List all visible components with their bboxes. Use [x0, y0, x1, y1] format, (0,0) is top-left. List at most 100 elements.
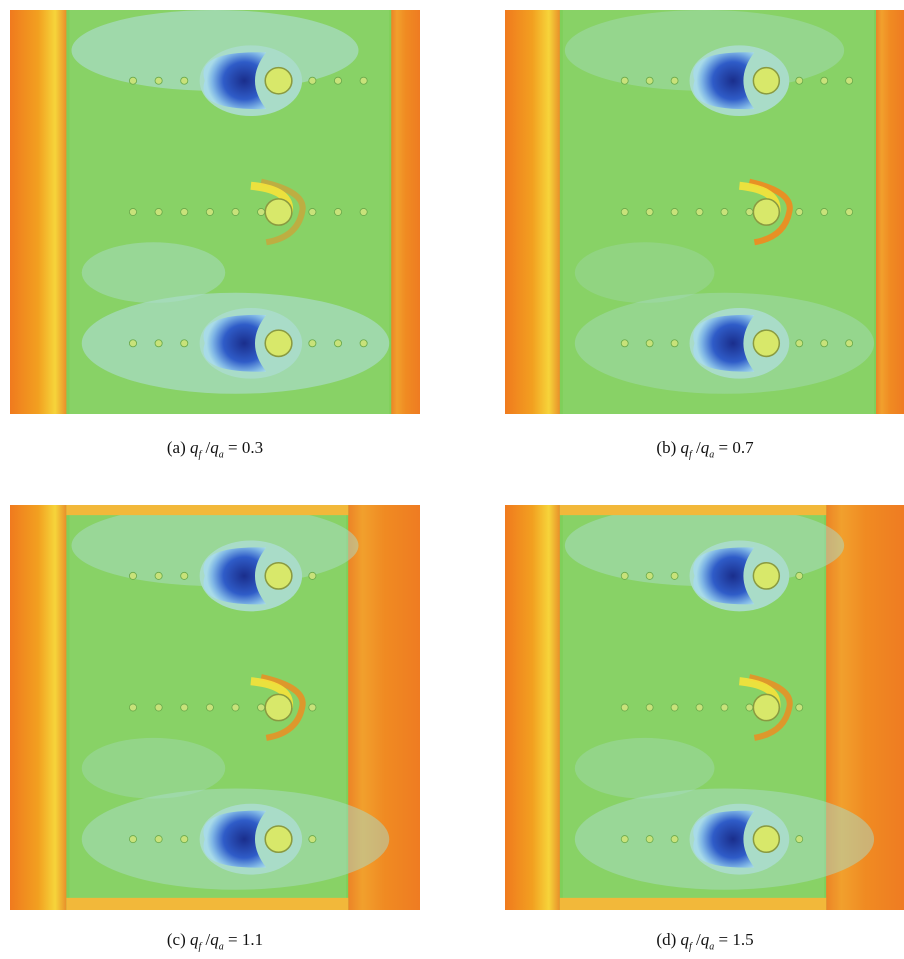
bolt-hole [796, 77, 803, 84]
bolt-hole [309, 572, 316, 579]
bolt-hole [846, 340, 853, 347]
bolt-hole [821, 77, 828, 84]
bolt-hole [181, 208, 188, 215]
caption-relation: = [228, 438, 238, 457]
bolt-hole [671, 836, 678, 843]
bolt-hole [796, 208, 803, 215]
caption-symbol: q [210, 438, 219, 457]
light-zone [82, 738, 226, 799]
bolt-hole [621, 340, 628, 347]
caption-subscript: a [219, 941, 224, 952]
stud [753, 68, 779, 94]
bolt-hole [155, 836, 162, 843]
bolt-hole [309, 704, 316, 711]
bolt-hole [155, 208, 162, 215]
bolt-hole [309, 77, 316, 84]
bolt-hole [846, 208, 853, 215]
caption: (d) qf /qa = 1.5 [495, 930, 904, 952]
bolt-hole [796, 572, 803, 579]
bolt-hole [746, 704, 753, 711]
bolt-hole [646, 572, 653, 579]
stud [753, 694, 779, 720]
bolt-hole [721, 208, 728, 215]
stud [265, 563, 292, 589]
stud [753, 563, 779, 589]
caption-symbol: q [190, 438, 199, 457]
bolt-hole [309, 208, 316, 215]
bolt-hole [232, 208, 239, 215]
bolt-hole [129, 704, 136, 711]
bolt-hole [309, 340, 316, 347]
strain-map [505, 10, 904, 414]
bolt-hole [360, 208, 367, 215]
caption-symbol: q [190, 930, 199, 949]
bolt-hole [258, 704, 265, 711]
caption-subscript: a [709, 449, 714, 460]
stud [753, 826, 779, 852]
caption-subscript: f [689, 449, 692, 460]
bolt-hole [129, 572, 136, 579]
caption-value: 1.1 [242, 930, 263, 949]
bolt-hole [232, 704, 239, 711]
bolt-hole [155, 340, 162, 347]
bolt-hole [846, 77, 853, 84]
bolt-hole [671, 704, 678, 711]
bolt-hole [334, 208, 341, 215]
bolt-hole [671, 340, 678, 347]
bolt-hole [129, 340, 136, 347]
caption-label: (b) [656, 438, 676, 457]
caption-value: 0.3 [242, 438, 263, 457]
caption-value: 0.7 [732, 438, 753, 457]
bolt-hole [646, 208, 653, 215]
caption-subscript: f [689, 941, 692, 952]
strain-map [10, 10, 420, 414]
stud [265, 199, 292, 225]
stud [265, 68, 292, 94]
caption-value: 1.5 [732, 930, 753, 949]
caption-symbol: q [701, 930, 710, 949]
bolt-hole [155, 704, 162, 711]
bolt-hole [696, 704, 703, 711]
caption-label: (c) [167, 930, 186, 949]
bolt-hole [129, 77, 136, 84]
bolt-hole [621, 704, 628, 711]
left-edge [505, 10, 560, 414]
caption: (a) qf /qa = 0.3 [5, 438, 425, 460]
stud [753, 199, 779, 225]
bolt-hole [181, 704, 188, 711]
caption-relation: = [719, 438, 729, 457]
bolt-hole [155, 77, 162, 84]
bolt-hole [621, 208, 628, 215]
bolt-hole [671, 77, 678, 84]
stud [265, 694, 292, 720]
bolt-hole [181, 77, 188, 84]
bolt-hole [671, 208, 678, 215]
bolt-hole [721, 704, 728, 711]
caption-relation: = [228, 930, 238, 949]
bolt-hole [206, 704, 213, 711]
caption-label: (a) [167, 438, 186, 457]
bolt-hole [646, 77, 653, 84]
light-zone [575, 242, 715, 303]
caption-symbol: q [680, 930, 689, 949]
bolt-hole [360, 340, 367, 347]
bolt-hole [696, 208, 703, 215]
bolt-hole [621, 836, 628, 843]
bolt-hole [821, 340, 828, 347]
strain-map [10, 505, 420, 910]
bolt-hole [796, 836, 803, 843]
bolt-hole [646, 704, 653, 711]
caption-symbol: q [701, 438, 710, 457]
caption-subscript: f [199, 449, 202, 460]
flange-top [66, 505, 348, 515]
bolt-hole [181, 340, 188, 347]
caption-relation: = [719, 930, 729, 949]
left-edge [10, 10, 66, 414]
light-zone [82, 242, 226, 303]
stud [265, 826, 292, 852]
bolt-hole [334, 77, 341, 84]
bolt-hole [309, 836, 316, 843]
bolt-hole [646, 340, 653, 347]
caption-symbol: q [680, 438, 689, 457]
bolt-hole [821, 208, 828, 215]
